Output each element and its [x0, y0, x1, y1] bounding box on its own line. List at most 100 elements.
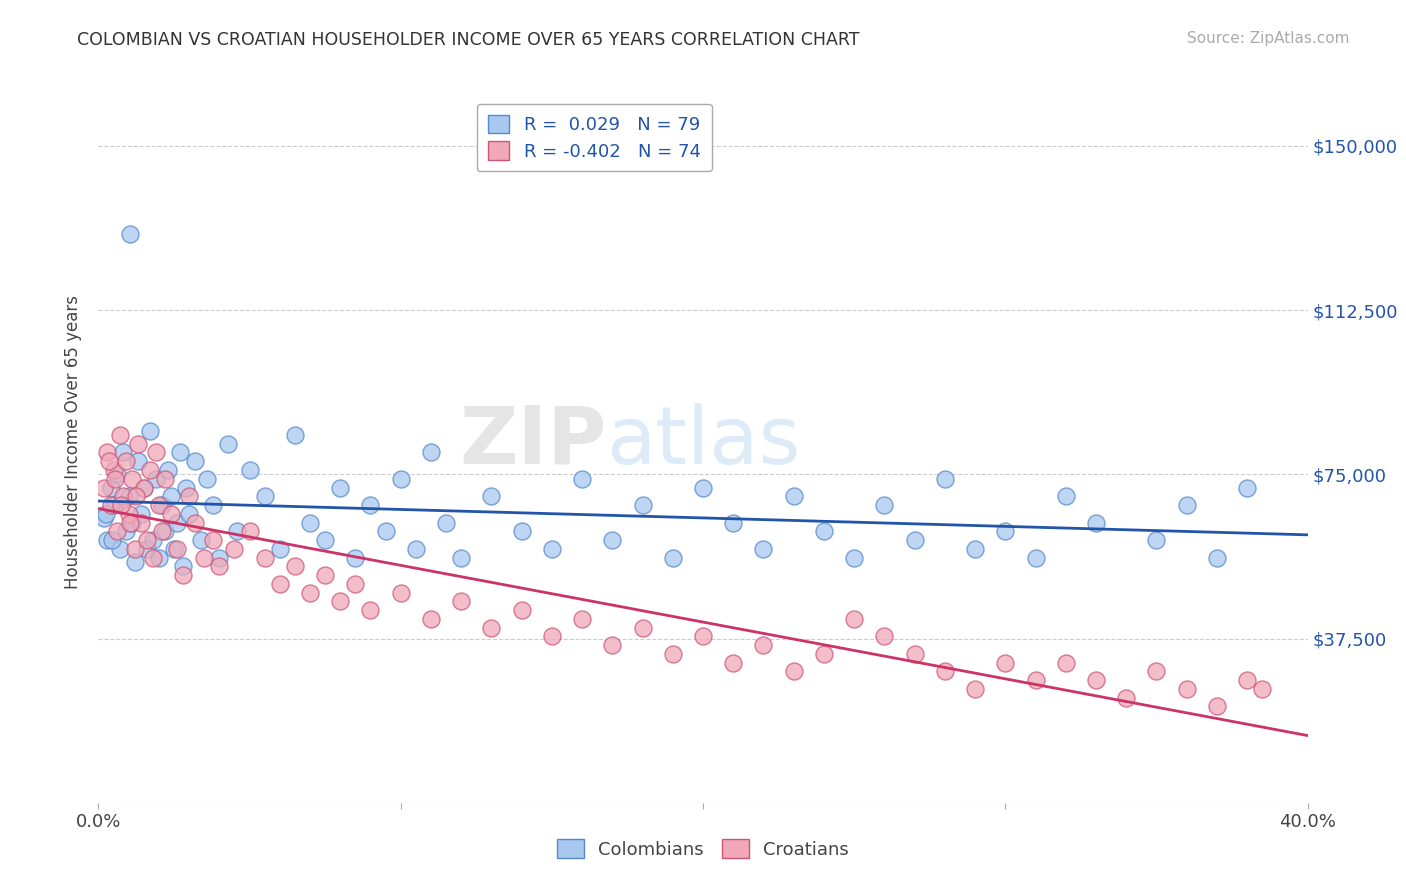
Point — [105, 524, 128, 539]
Point — [160, 507, 183, 521]
Point — [96, 445, 118, 459]
Point — [172, 559, 194, 574]
Point — [1146, 665, 1168, 679]
Point — [723, 656, 745, 670]
Point — [752, 541, 775, 556]
Text: ZIP: ZIP — [458, 402, 606, 481]
Point — [434, 516, 457, 530]
Point — [329, 594, 352, 608]
Point — [692, 629, 714, 643]
Point — [450, 550, 472, 565]
Point — [179, 507, 201, 521]
Point — [602, 533, 624, 547]
Point — [184, 454, 207, 468]
Point — [269, 541, 291, 556]
Point — [253, 489, 276, 503]
Point — [374, 524, 396, 539]
Point — [127, 454, 149, 468]
Point — [104, 472, 127, 486]
Point — [269, 577, 291, 591]
Point — [114, 524, 136, 539]
Point — [148, 498, 170, 512]
Point — [129, 507, 152, 521]
Point — [965, 541, 987, 556]
Point — [314, 533, 336, 547]
Point — [110, 498, 132, 512]
Text: COLOMBIAN VS CROATIAN HOUSEHOLDER INCOME OVER 65 YEARS CORRELATION CHART: COLOMBIAN VS CROATIAN HOUSEHOLDER INCOME… — [77, 31, 860, 49]
Point — [217, 436, 239, 450]
Point — [299, 516, 322, 530]
Point — [813, 524, 835, 539]
Point — [1085, 516, 1108, 530]
Point — [692, 481, 714, 495]
Point — [195, 472, 218, 486]
Text: Source: ZipAtlas.com: Source: ZipAtlas.com — [1187, 31, 1350, 46]
Point — [540, 541, 562, 556]
Point — [114, 454, 136, 468]
Point — [202, 498, 225, 512]
Point — [1251, 681, 1274, 696]
Point — [139, 424, 162, 438]
Point — [344, 550, 367, 565]
Point — [904, 647, 927, 661]
Point — [389, 585, 412, 599]
Point — [150, 498, 173, 512]
Point — [145, 445, 167, 459]
Point — [224, 541, 246, 556]
Point — [124, 555, 146, 569]
Text: atlas: atlas — [606, 402, 800, 481]
Point — [108, 541, 131, 556]
Point — [360, 603, 382, 617]
Point — [813, 647, 835, 661]
Point — [111, 489, 134, 503]
Point — [148, 550, 170, 565]
Point — [208, 550, 231, 565]
Y-axis label: Householder Income Over 65 years: Householder Income Over 65 years — [63, 294, 82, 589]
Point — [208, 559, 231, 574]
Point — [132, 481, 155, 495]
Point — [174, 481, 197, 495]
Point — [124, 541, 146, 556]
Point — [132, 481, 155, 495]
Point — [873, 629, 896, 643]
Point — [156, 463, 179, 477]
Point — [121, 516, 143, 530]
Point — [360, 498, 382, 512]
Legend: Colombians, Croatians: Colombians, Croatians — [550, 832, 856, 866]
Point — [93, 511, 115, 525]
Point — [405, 541, 427, 556]
Point — [965, 681, 987, 696]
Point — [98, 454, 121, 468]
Point — [127, 436, 149, 450]
Point — [142, 550, 165, 565]
Point — [239, 463, 262, 477]
Point — [344, 577, 367, 591]
Point — [510, 524, 533, 539]
Point — [100, 498, 122, 512]
Point — [153, 524, 176, 539]
Point — [94, 507, 117, 521]
Point — [108, 428, 131, 442]
Point — [202, 533, 225, 547]
Point — [450, 594, 472, 608]
Point — [540, 629, 562, 643]
Point — [934, 472, 956, 486]
Point — [873, 498, 896, 512]
Point — [145, 472, 167, 486]
Point — [284, 428, 307, 442]
Point — [602, 638, 624, 652]
Point — [631, 498, 654, 512]
Point — [193, 550, 215, 565]
Point — [239, 524, 262, 539]
Point — [172, 568, 194, 582]
Point — [1236, 673, 1258, 688]
Point — [190, 533, 212, 547]
Point — [994, 656, 1017, 670]
Point — [226, 524, 249, 539]
Point — [142, 533, 165, 547]
Point — [135, 533, 157, 547]
Point — [299, 585, 322, 599]
Point — [1054, 489, 1077, 503]
Point — [111, 445, 134, 459]
Point — [481, 489, 503, 503]
